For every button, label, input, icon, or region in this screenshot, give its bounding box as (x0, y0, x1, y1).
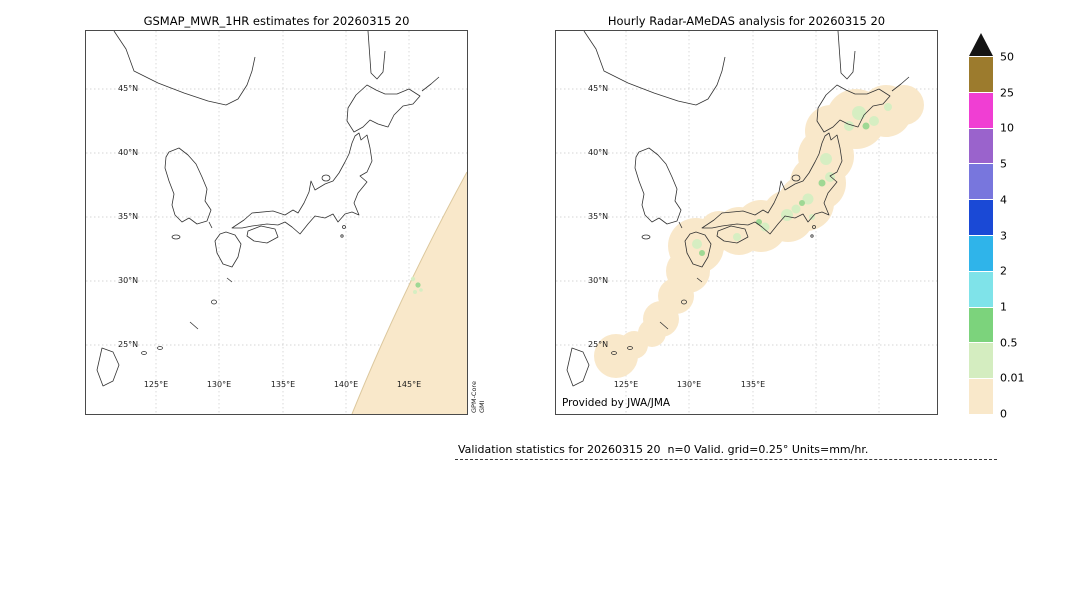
colorbar-tick-label: 1 (1000, 300, 1007, 314)
lat-tick-label: 25°N (118, 340, 139, 349)
colorbar-segment (969, 235, 993, 272)
precip-colorbar (969, 57, 993, 414)
lon-tick-label: 135°E (270, 380, 296, 389)
gsmap-map-canvas (86, 31, 467, 414)
lon-tick-label: 125°E (143, 380, 169, 389)
colorbar-segment (969, 200, 993, 236)
lat-tick-label: 30°N (588, 276, 609, 285)
colorbar-segment (969, 57, 993, 93)
lon-tick-label: 135°E (740, 380, 766, 389)
lon-tick-label: 125°E (613, 380, 639, 389)
colorbar-tick-label: 3 (1000, 229, 1007, 242)
right-panel-title: Hourly Radar-AMeDAS analysis for 2026031… (607, 14, 886, 28)
colorbar-tick-label: 10 (1000, 121, 1014, 135)
radar-coverage (594, 85, 924, 378)
colorbar-tick-label: 25 (1000, 86, 1014, 100)
colorbar-over-arrow-icon (969, 33, 993, 56)
gsmap-rain-cells (410, 276, 423, 294)
colorbar-tick-label: 0 (1000, 407, 1007, 421)
left-panel-title: GSMAP_MWR_1HR estimates for 20260315 20 (143, 14, 410, 28)
lat-tick-label: 30°N (118, 276, 139, 285)
lat-tick-label: 40°N (588, 148, 609, 157)
instrument-name: GMI (477, 400, 486, 413)
colorbar-tick-label: 2 (1000, 264, 1007, 278)
colorbar-segment (969, 307, 993, 344)
colorbar-segment (969, 92, 993, 129)
colorbar-segment (969, 379, 993, 414)
colorbar-tick-label: 5 (1000, 157, 1007, 171)
colorbar-tick-label: 50 (1000, 50, 1014, 64)
stats-divider (455, 459, 997, 460)
lon-tick-label: 130°E (676, 380, 702, 389)
lon-tick-label: 140°E (333, 380, 359, 389)
colorbar-tick-label: 0.01 (1000, 371, 1025, 385)
colorbar-segment (969, 164, 993, 201)
lon-tick-label: 145°E (396, 380, 422, 389)
colorbar-segment (969, 343, 993, 380)
data-credit: Provided by JWA/JMA (562, 397, 671, 409)
lat-tick-label: 25°N (588, 340, 609, 349)
lat-tick-label: 35°N (588, 212, 609, 221)
radar-map-canvas (556, 31, 937, 414)
lat-tick-label: 35°N (118, 212, 139, 221)
colorbar-segment (969, 271, 993, 308)
radar-amedas-map-panel: 45°N 40°N 35°N 30°N 25°N 125°E 130°E 135… (555, 30, 938, 415)
lon-tick-label: 130°E (206, 380, 232, 389)
satellite-swath (351, 171, 467, 414)
colorbar-tick-label: 4 (1000, 193, 1007, 207)
colorbar-tick-labels: 50 25 10 5 4 3 2 1 0.5 0.01 0 (1000, 52, 1044, 420)
sensor-side-label: GPM-Core GMI (470, 381, 486, 413)
lat-tick-label: 45°N (118, 84, 139, 93)
colorbar-tick-label: 0.5 (1000, 336, 1018, 350)
lat-tick-label: 40°N (118, 148, 139, 157)
validation-stats-text: Validation statistics for 20260315 20 n=… (458, 443, 869, 456)
lat-tick-label: 45°N (588, 84, 609, 93)
gsmap-map-panel: 45°N 40°N 35°N 30°N 25°N 125°E 130°E 135… (85, 30, 468, 415)
colorbar-segment (969, 128, 993, 165)
